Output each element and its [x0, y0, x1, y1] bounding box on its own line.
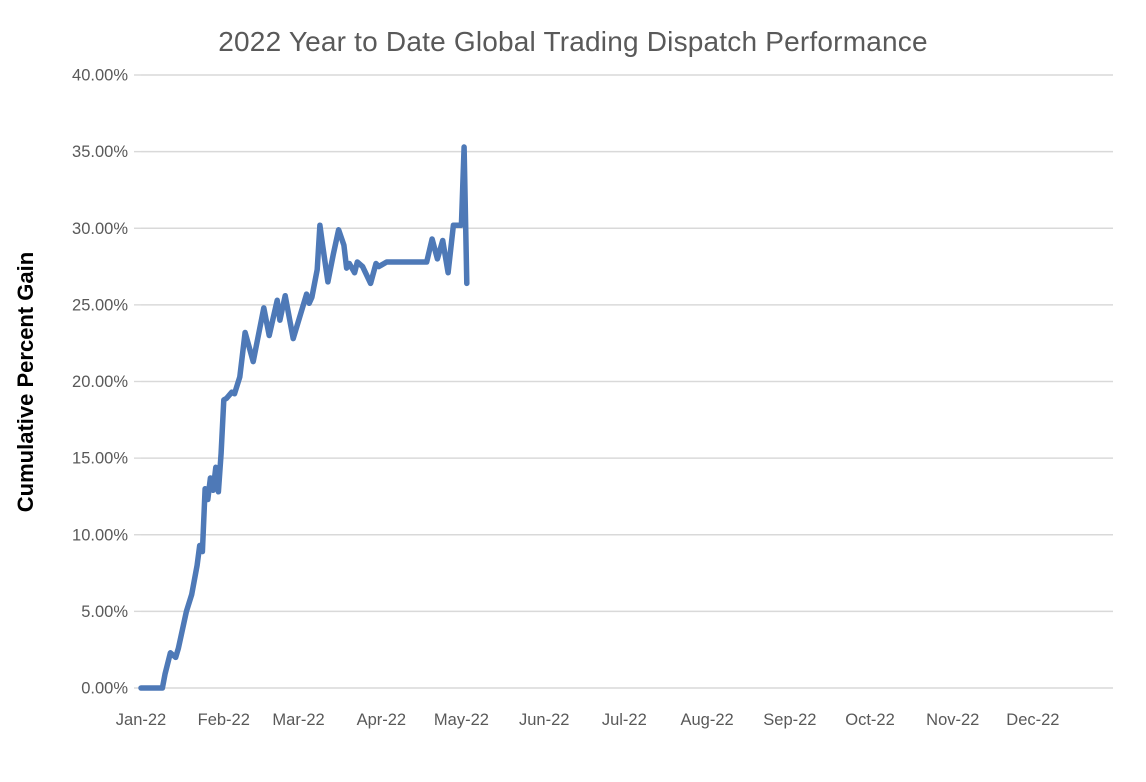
x-tick-label: Jan-22	[116, 711, 166, 729]
x-tick-label: Nov-22	[926, 711, 979, 729]
x-tick-label: Mar-22	[272, 711, 324, 729]
y-tick-label: 35.00%	[72, 143, 128, 161]
y-tick-label: 5.00%	[81, 603, 128, 621]
x-tick-label: Feb-22	[198, 711, 250, 729]
y-tick-label: 20.00%	[72, 373, 128, 391]
x-tick-label: Aug-22	[681, 711, 734, 729]
y-tick-label: 10.00%	[72, 526, 128, 544]
y-tick-label: 0.00%	[81, 680, 128, 698]
x-tick-label: Apr-22	[357, 711, 407, 729]
x-tick-label: Oct-22	[845, 711, 895, 729]
y-tick-label: 15.00%	[72, 450, 128, 468]
y-tick-label: 25.00%	[72, 296, 128, 314]
chart-title: 2022 Year to Date Global Trading Dispatc…	[218, 26, 928, 57]
y-tick-label: 40.00%	[72, 67, 128, 85]
x-tick-label: May-22	[434, 711, 489, 729]
x-tick-label: Jul-22	[602, 711, 647, 729]
y-tick-label: 30.00%	[72, 220, 128, 238]
x-tick-label: Sep-22	[763, 711, 816, 729]
x-tick-label: Jun-22	[519, 711, 569, 729]
x-tick-label: Dec-22	[1006, 711, 1059, 729]
series-line	[138, 144, 470, 691]
